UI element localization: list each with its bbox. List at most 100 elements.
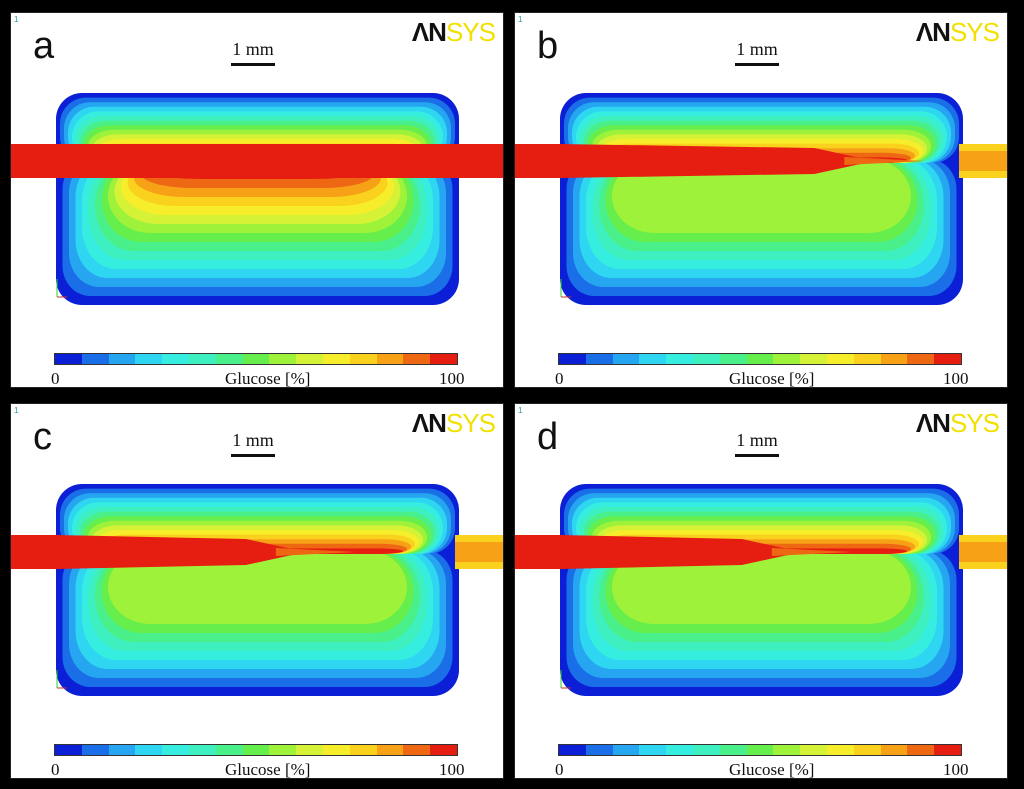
inlet-channel [11, 144, 60, 178]
colorbar-swatch [559, 745, 586, 755]
colorbar-swatch [692, 745, 720, 755]
colorbar [54, 744, 458, 756]
ansys-logo: ΛNSYS [915, 17, 1000, 47]
colorbar-min: 0 [51, 369, 60, 388]
colorbar-label: Glucose [%] [729, 760, 815, 779]
colorbar-swatch [55, 745, 82, 755]
colorbar-swatch [81, 354, 109, 364]
colorbar-swatch [934, 745, 961, 755]
colorbar-swatch [907, 745, 935, 755]
colorbar-swatch [242, 354, 270, 364]
colorbar-swatch [719, 354, 747, 364]
scale-bar-label: 1 mm [232, 39, 274, 59]
colorbar-swatch [907, 354, 935, 364]
axis-triad-icon [560, 279, 571, 298]
glucose-jet [560, 535, 802, 569]
viewport-index: 1 [518, 406, 523, 415]
colorbar-swatch [322, 354, 350, 364]
contour-band [612, 550, 911, 624]
colorbar-swatch [215, 745, 243, 755]
viewport-index: 1 [518, 15, 523, 24]
colorbar-swatch [55, 354, 82, 364]
panel-letter: d [537, 416, 559, 458]
colorbar-swatch [81, 745, 109, 755]
colorbar-swatch [853, 354, 881, 364]
colorbar-swatch [135, 745, 163, 755]
colorbar-swatch [430, 354, 457, 364]
colorbar-swatch [162, 745, 189, 755]
panel-d: 1 d ΛNSYS 1 mm 0 Glucose [%] 100 [514, 403, 1008, 779]
colorbar-swatch [403, 745, 431, 755]
colorbar-swatch [585, 354, 613, 364]
colorbar-swatch [719, 745, 747, 755]
glucose-field-c [11, 484, 503, 696]
colorbar-swatch [666, 745, 693, 755]
viewport-index: 1 [14, 15, 19, 24]
colorbar-label: Glucose [%] [225, 760, 311, 779]
colorbar-swatch [612, 354, 640, 364]
colorbar-swatch [826, 745, 854, 755]
colorbar-swatch [162, 354, 189, 364]
scale-bar [231, 454, 275, 457]
colorbar-label: Glucose [%] [729, 369, 815, 388]
colorbar-swatch [612, 745, 640, 755]
colorbar-swatch [639, 354, 667, 364]
colorbar-swatch [692, 354, 720, 364]
colorbar-swatch [376, 745, 404, 755]
colorbar-swatch [269, 745, 297, 755]
viewport-index: 1 [14, 406, 19, 415]
contour-band [612, 159, 911, 233]
colorbar-swatch [773, 354, 801, 364]
colorbar-min: 0 [51, 760, 60, 779]
scale-bar-label: 1 mm [232, 430, 274, 450]
panel-letter: c [33, 416, 52, 458]
colorbar-swatch [188, 745, 216, 755]
colorbar-swatch [215, 354, 243, 364]
glucose-jet [56, 144, 459, 178]
colorbar-max: 100 [943, 760, 969, 779]
colorbar-swatch [322, 745, 350, 755]
colorbar-swatch [773, 745, 801, 755]
colorbar-swatch [800, 354, 827, 364]
colorbar-swatch [296, 745, 323, 755]
colorbar-swatch [108, 354, 136, 364]
colorbar-swatch [880, 745, 908, 755]
glucose-field-b [515, 93, 1007, 305]
colorbar-min: 0 [555, 760, 564, 779]
colorbar [558, 744, 962, 756]
colorbar-swatch [880, 354, 908, 364]
jet-tail [771, 548, 852, 556]
contour-band [108, 550, 407, 624]
colorbar-swatch [666, 354, 693, 364]
axis-triad-icon [560, 670, 571, 689]
glucose-field-a [11, 93, 503, 305]
colorbar-label: Glucose [%] [225, 369, 311, 388]
colorbar-swatch [800, 745, 827, 755]
colorbar-swatch [430, 745, 457, 755]
colorbar-max: 100 [943, 369, 969, 388]
colorbar-min: 0 [555, 369, 564, 388]
colorbar-swatch [746, 354, 774, 364]
outlet-core [959, 151, 1007, 171]
colorbar-swatch [826, 354, 854, 364]
scale-bar [735, 63, 779, 66]
colorbar [54, 353, 458, 365]
axis-triad-icon [56, 670, 67, 689]
colorbar [558, 353, 962, 365]
colorbar-swatch [934, 354, 961, 364]
colorbar-swatch [135, 354, 163, 364]
outlet-channel [455, 144, 503, 178]
inlet-channel [515, 535, 564, 569]
glucose-jet [56, 535, 306, 569]
colorbar-swatch [746, 745, 774, 755]
panel-letter: b [537, 25, 559, 67]
colorbar-swatch [639, 745, 667, 755]
ansys-logo: ΛNSYS [915, 408, 1000, 438]
colorbar-swatch [188, 354, 216, 364]
axis-triad-icon [56, 279, 67, 298]
scale-bar-label: 1 mm [736, 39, 778, 59]
scale-bar [735, 454, 779, 457]
colorbar-swatch [349, 745, 377, 755]
panel-letter: a [33, 25, 55, 67]
outlet-core [455, 542, 503, 562]
